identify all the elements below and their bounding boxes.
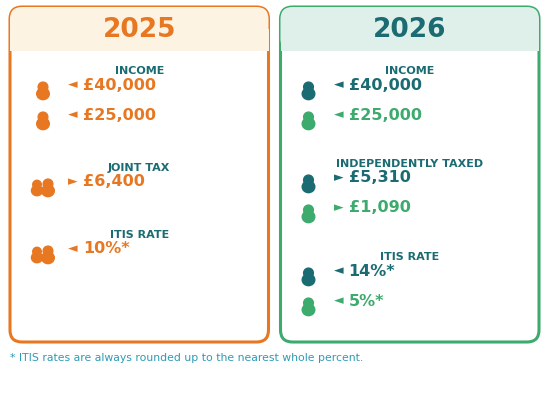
Circle shape [43,180,53,190]
FancyBboxPatch shape [281,8,539,52]
Ellipse shape [42,252,54,264]
Text: £25,000: £25,000 [83,107,156,122]
Text: ◄: ◄ [68,108,78,121]
Text: * ITIS rates are always rounded up to the nearest whole percent.: * ITIS rates are always rounded up to th… [10,352,363,362]
Text: ►: ► [334,201,343,214]
Text: INCOME: INCOME [385,66,434,76]
Text: £1,090: £1,090 [349,200,410,215]
FancyBboxPatch shape [10,8,268,342]
Text: ITIS RATE: ITIS RATE [380,252,439,261]
Text: 10%*: 10%* [83,241,130,256]
Text: JOINT TAX: JOINT TAX [108,163,170,173]
Circle shape [304,113,313,123]
Text: £25,000: £25,000 [349,107,422,122]
Text: INCOME: INCOME [115,66,164,76]
Circle shape [304,83,313,93]
Text: 5%*: 5%* [349,293,384,308]
Ellipse shape [31,186,42,196]
Ellipse shape [302,181,315,193]
Text: ◄: ◄ [68,242,78,255]
FancyBboxPatch shape [281,8,539,342]
Ellipse shape [302,274,315,286]
FancyBboxPatch shape [10,8,268,52]
Text: £40,000: £40,000 [83,77,156,92]
Circle shape [33,181,41,190]
Text: £40,000: £40,000 [349,77,422,92]
Circle shape [43,247,53,256]
Ellipse shape [302,89,315,100]
Circle shape [38,113,48,123]
Circle shape [304,206,313,215]
Ellipse shape [42,185,54,197]
Circle shape [304,176,313,185]
Text: ◄: ◄ [334,264,343,277]
Text: ◄: ◄ [334,78,343,91]
Bar [281,30,539,52]
Circle shape [38,83,48,93]
Text: ◄: ◄ [334,294,343,307]
Ellipse shape [302,119,315,131]
Text: ►: ► [68,175,78,188]
Bar [10,30,268,52]
Text: ◄: ◄ [334,108,343,121]
Text: 2026: 2026 [373,17,446,43]
Text: 2025: 2025 [103,17,176,43]
Text: ITIS RATE: ITIS RATE [110,230,169,240]
Text: INDEPENDENTLY TAXED: INDEPENDENTLY TAXED [336,159,483,169]
Circle shape [304,298,313,308]
Ellipse shape [37,119,49,131]
Text: ►: ► [334,171,343,184]
Ellipse shape [31,253,42,263]
Ellipse shape [37,89,49,100]
Circle shape [33,248,41,256]
Ellipse shape [302,211,315,223]
Text: £5,310: £5,310 [349,170,410,185]
Text: ◄: ◄ [68,78,78,91]
Circle shape [304,268,313,278]
Ellipse shape [302,304,315,316]
Text: £6,400: £6,400 [83,174,145,189]
Text: 14%*: 14%* [349,263,395,278]
